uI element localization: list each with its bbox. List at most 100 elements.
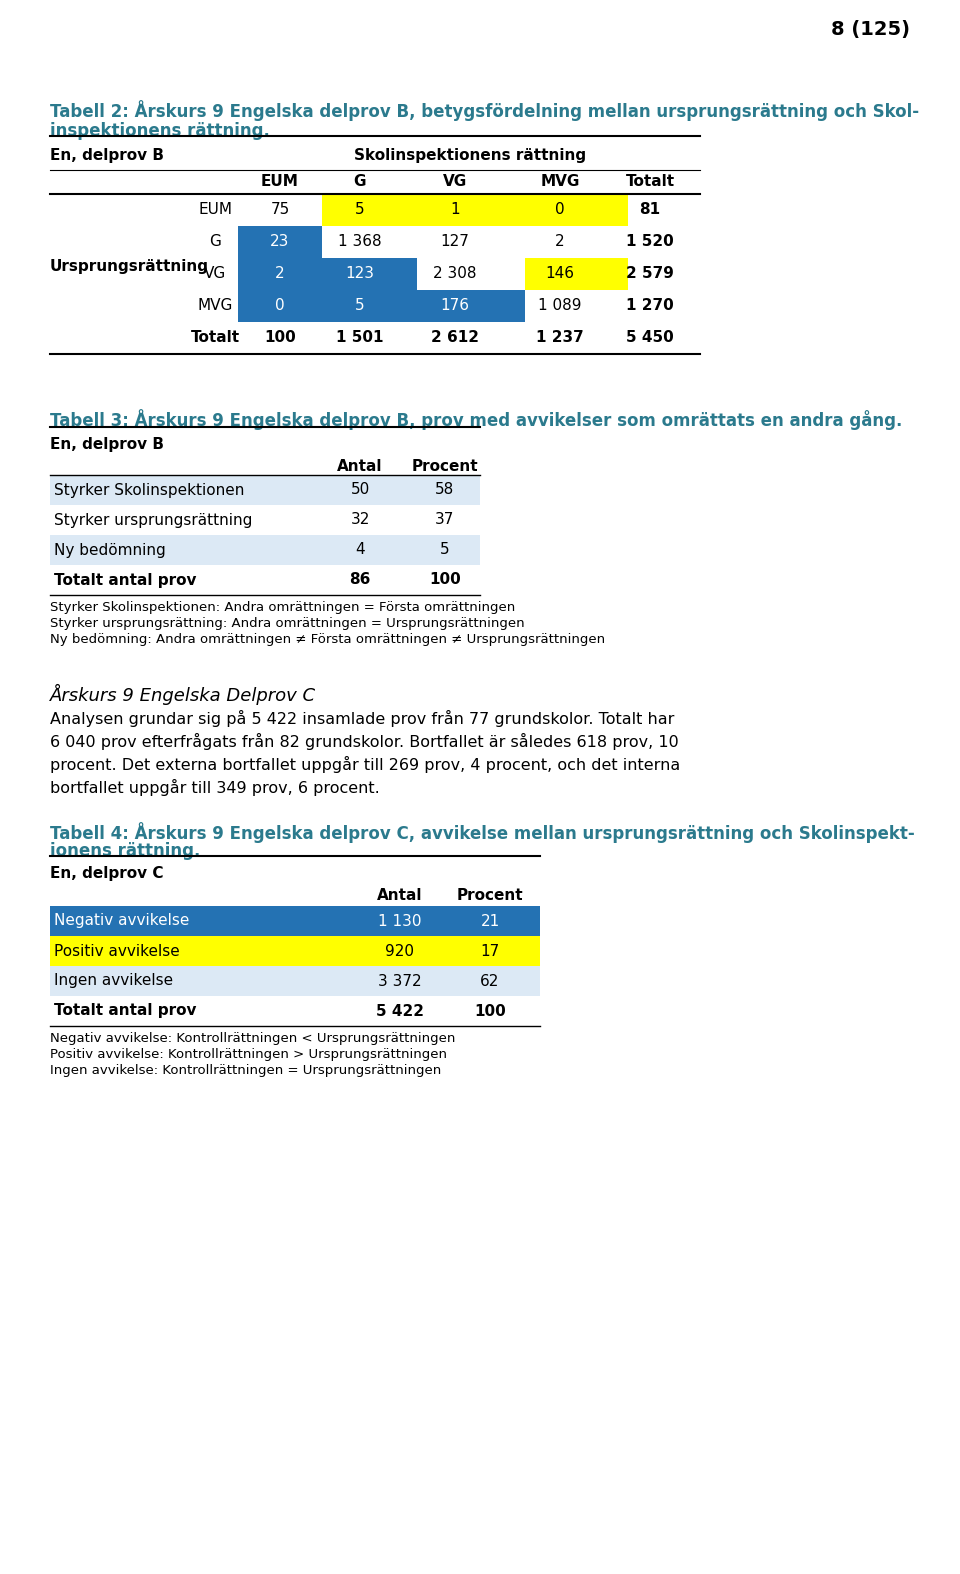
Text: En, delprov B: En, delprov B [50, 148, 164, 164]
Text: 127: 127 [441, 235, 469, 250]
Text: Tabell 3: Årskurs 9 Engelska delprov B, prov med avvikelser som omrättats en and: Tabell 3: Årskurs 9 Engelska delprov B, … [50, 409, 902, 430]
Text: Tabell 4: Årskurs 9 Engelska delprov C, avvikelse mellan ursprungsrättning och S: Tabell 4: Årskurs 9 Engelska delprov C, … [50, 822, 915, 844]
Text: MVG: MVG [198, 299, 232, 313]
Text: En, delprov C: En, delprov C [50, 866, 163, 881]
Text: 2 612: 2 612 [431, 331, 479, 346]
Text: Ingen avvikelse: Ingen avvikelse [54, 973, 173, 988]
Text: bortfallet uppgår till 349 prov, 6 procent.: bortfallet uppgår till 349 prov, 6 proce… [50, 779, 380, 796]
Text: Procent: Procent [412, 460, 478, 474]
Text: 5 450: 5 450 [626, 331, 674, 346]
Text: 3 372: 3 372 [378, 973, 421, 988]
Text: Ingen avvikelse: Kontrollrättningen = Ursprungsrättningen: Ingen avvikelse: Kontrollrättningen = Ur… [50, 1064, 442, 1077]
Text: EUM: EUM [261, 175, 299, 189]
Text: 81: 81 [639, 203, 660, 217]
Text: 2 308: 2 308 [433, 266, 477, 282]
Text: 0: 0 [555, 203, 564, 217]
Text: Analysen grundar sig på 5 422 insamlade prov från 77 grundskolor. Totalt har: Analysen grundar sig på 5 422 insamlade … [50, 710, 674, 727]
Text: 1 130: 1 130 [378, 913, 421, 929]
Text: En, delprov B: En, delprov B [50, 438, 164, 452]
Text: 1 237: 1 237 [536, 331, 584, 346]
Text: 146: 146 [545, 266, 574, 282]
Text: G: G [353, 175, 367, 189]
Text: Styrker Skolinspektionen: Styrker Skolinspektionen [54, 483, 245, 497]
Text: Tabell 2: Årskurs 9 Engelska delprov B, betygsfördelning mellan ursprungsrättnin: Tabell 2: Årskurs 9 Engelska delprov B, … [50, 101, 919, 121]
Text: 1: 1 [450, 203, 460, 217]
Text: 17: 17 [480, 943, 499, 959]
Text: Positiv avvikelse: Kontrollrättningen > Ursprungsrättningen: Positiv avvikelse: Kontrollrättningen > … [50, 1048, 447, 1061]
Text: EUM: EUM [198, 203, 232, 217]
Text: 21: 21 [480, 913, 499, 929]
Text: Styrker Skolinspektionen: Andra omrättningen = Första omrättningen: Styrker Skolinspektionen: Andra omrättni… [50, 601, 516, 614]
Bar [322, 258, 417, 290]
Text: 1 520: 1 520 [626, 235, 674, 250]
Text: 2: 2 [276, 266, 285, 282]
Text: Totalt: Totalt [190, 331, 240, 346]
Bar [238, 227, 322, 258]
Bar [50, 937, 540, 966]
Text: Totalt antal prov: Totalt antal prov [54, 573, 197, 587]
Text: inspektionens rättning.: inspektionens rättning. [50, 123, 270, 140]
Text: 8 (125): 8 (125) [831, 20, 910, 39]
Text: 50: 50 [350, 483, 370, 497]
Bar [50, 996, 540, 1026]
Text: 32: 32 [350, 513, 370, 527]
Text: 5 422: 5 422 [376, 1004, 424, 1018]
Bar [322, 194, 417, 227]
Bar [50, 966, 540, 996]
Text: 100: 100 [264, 331, 296, 346]
Bar [415, 290, 525, 323]
Text: 100: 100 [474, 1004, 506, 1018]
Text: Styrker ursprungsrättning: Styrker ursprungsrättning [54, 513, 252, 527]
Text: 0: 0 [276, 299, 285, 313]
Text: 123: 123 [346, 266, 374, 282]
Text: VG: VG [443, 175, 468, 189]
Text: 37: 37 [435, 513, 455, 527]
Text: 1 501: 1 501 [336, 331, 384, 346]
Text: 2: 2 [555, 235, 564, 250]
Text: 100: 100 [429, 573, 461, 587]
Bar [525, 258, 628, 290]
Text: 4: 4 [355, 543, 365, 557]
Text: Negativ avvikelse: Kontrollrättningen < Ursprungsrättningen: Negativ avvikelse: Kontrollrättningen < … [50, 1033, 455, 1045]
Bar [415, 194, 525, 227]
Text: Antal: Antal [377, 888, 422, 903]
Text: G: G [209, 235, 221, 250]
Text: 1 270: 1 270 [626, 299, 674, 313]
Text: MVG: MVG [540, 175, 580, 189]
Text: Styrker ursprungsrättning: Andra omrättningen = Ursprungsrättningen: Styrker ursprungsrättning: Andra omrättn… [50, 617, 524, 630]
Bar [50, 907, 540, 937]
Text: 176: 176 [441, 299, 469, 313]
Bar [50, 475, 480, 505]
Bar [525, 194, 628, 227]
Text: Procent: Procent [457, 888, 523, 903]
Text: 86: 86 [349, 573, 371, 587]
Text: Totalt: Totalt [625, 175, 675, 189]
Text: 75: 75 [271, 203, 290, 217]
Text: 58: 58 [436, 483, 455, 497]
Text: Positiv avvikelse: Positiv avvikelse [54, 943, 180, 959]
Text: 5: 5 [355, 299, 365, 313]
Text: 5: 5 [441, 543, 450, 557]
Text: Skolinspektionens rättning: Skolinspektionens rättning [354, 148, 586, 164]
Text: 23: 23 [271, 235, 290, 250]
Text: 5: 5 [355, 203, 365, 217]
Text: Totalt antal prov: Totalt antal prov [54, 1004, 197, 1018]
Text: procent. Det externa bortfallet uppgår till 269 prov, 4 procent, och det interna: procent. Det externa bortfallet uppgår t… [50, 756, 681, 773]
Bar [322, 290, 417, 323]
Text: VG: VG [204, 266, 227, 282]
Text: 6 040 prov efterfrågats från 82 grundskolor. Bortfallet är således 618 prov, 10: 6 040 prov efterfrågats från 82 grundsko… [50, 733, 679, 751]
Text: 62: 62 [480, 973, 500, 988]
Text: Ny bedömning: Ny bedömning [54, 543, 166, 557]
Text: Ursprungsrättning: Ursprungsrättning [50, 258, 209, 274]
Text: Antal: Antal [337, 460, 383, 474]
Bar [50, 535, 480, 565]
Text: 2 579: 2 579 [626, 266, 674, 282]
Text: Årskurs 9 Engelska Delprov C: Årskurs 9 Engelska Delprov C [50, 685, 316, 705]
Text: Ny bedömning: Andra omrättningen ≠ Första omrättningen ≠ Ursprungsrättningen: Ny bedömning: Andra omrättningen ≠ Först… [50, 633, 605, 645]
Text: ionens rättning.: ionens rättning. [50, 842, 201, 859]
Bar [238, 258, 322, 290]
Text: Negativ avvikelse: Negativ avvikelse [54, 913, 189, 929]
Text: 920: 920 [386, 943, 415, 959]
Text: 1 368: 1 368 [338, 235, 382, 250]
Text: 1 089: 1 089 [539, 299, 582, 313]
